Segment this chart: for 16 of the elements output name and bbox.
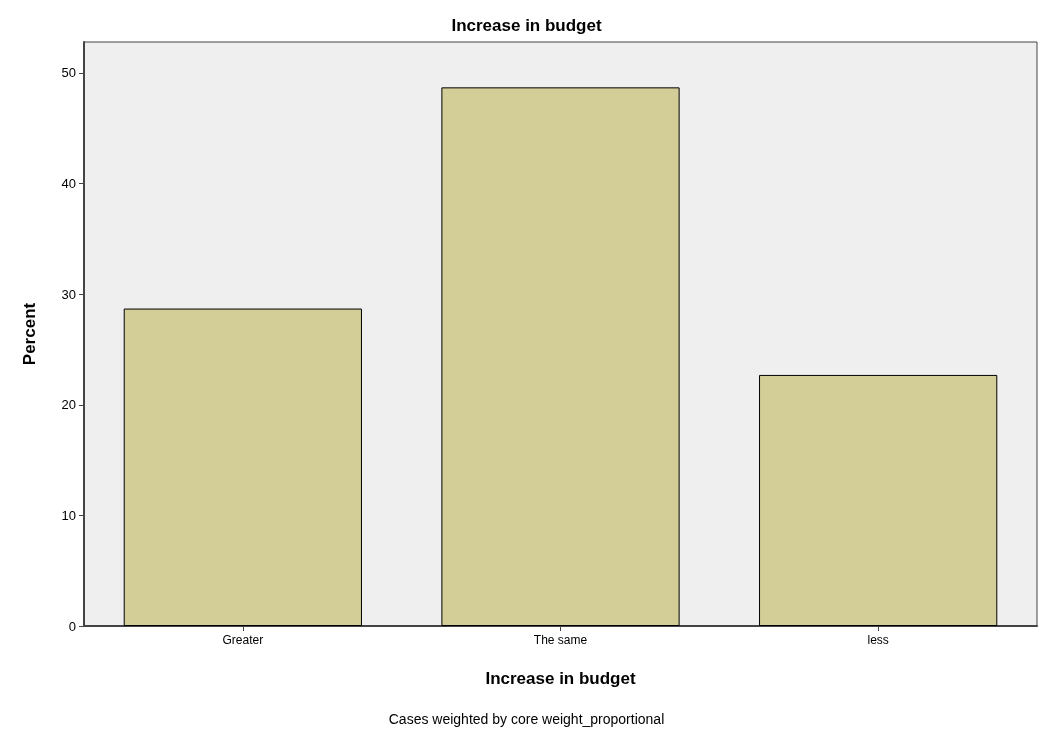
y-tick-label: 50 — [61, 65, 76, 81]
y-tick-label: 0 — [68, 618, 76, 634]
chart-title: Increase in budget — [451, 16, 602, 35]
bar — [123, 308, 362, 626]
x-tick-label: The same — [533, 633, 588, 647]
y-tick-label: 20 — [61, 397, 76, 413]
y-axis-title: Percent — [20, 302, 39, 366]
text: Cases weighted by core weight_proportional — [388, 711, 665, 727]
x-tick-label: less — [867, 633, 889, 647]
y-tick-label: 10 — [61, 507, 76, 523]
x-tick-label: Greater — [222, 633, 264, 647]
bar — [441, 87, 680, 626]
x-axis-title: Increase in budget — [485, 669, 636, 688]
bar — [759, 374, 998, 626]
y-tick-label: 40 — [61, 176, 76, 192]
y-tick-label: 30 — [61, 286, 76, 302]
